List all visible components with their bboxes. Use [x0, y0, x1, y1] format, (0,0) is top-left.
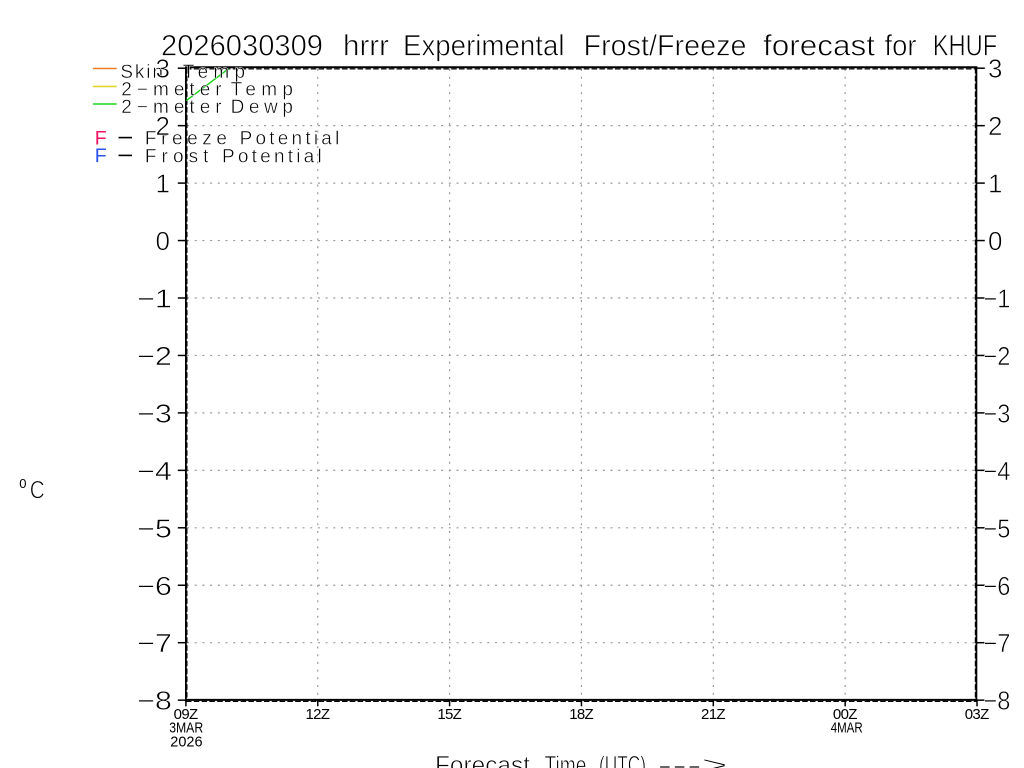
- svg-text:2026: 2026: [170, 733, 202, 750]
- svg-text:−8: −8: [137, 686, 172, 716]
- svg-text:Skin: Skin: [120, 62, 162, 83]
- svg-text:1: 1: [988, 169, 1002, 199]
- svg-text:−4: −4: [137, 456, 172, 486]
- svg-text:2026030309: 2026030309: [161, 30, 323, 63]
- svg-text:F: F: [95, 145, 107, 167]
- svg-text:21Z: 21Z: [701, 706, 726, 723]
- svg-text:−7: −7: [137, 628, 172, 658]
- svg-text:−3: −3: [137, 398, 172, 428]
- svg-text:C: C: [30, 477, 45, 505]
- svg-text:−5: −5: [137, 513, 172, 543]
- svg-text:−4: −4: [983, 456, 1010, 486]
- svg-text:forecast: forecast: [763, 30, 875, 63]
- svg-text:2: 2: [988, 111, 1002, 141]
- svg-text:00Z: 00Z: [833, 706, 858, 723]
- svg-text:0: 0: [988, 226, 1002, 256]
- svg-text:−2: −2: [137, 341, 172, 371]
- svg-text:3: 3: [988, 54, 1002, 84]
- svg-text:Experimental: Experimental: [403, 30, 565, 63]
- svg-text:hrrr: hrrr: [343, 30, 389, 63]
- svg-text:4MAR: 4MAR: [831, 720, 863, 737]
- svg-text:F: F: [95, 127, 107, 149]
- svg-text:3MAR: 3MAR: [169, 720, 203, 737]
- svg-text:15Z: 15Z: [437, 706, 462, 723]
- svg-text:18Z: 18Z: [569, 706, 594, 723]
- svg-text:Frost/Freeze: Frost/Freeze: [584, 30, 747, 63]
- svg-text:03Z: 03Z: [965, 706, 990, 723]
- svg-text:1: 1: [156, 169, 170, 199]
- svg-text:for: for: [885, 30, 917, 63]
- svg-text:Frost: Frost: [145, 146, 209, 167]
- svg-text:−1: −1: [983, 284, 1010, 314]
- svg-text:−1: −1: [137, 284, 172, 314]
- svg-text:0: 0: [156, 226, 170, 256]
- svg-text:−6: −6: [983, 571, 1010, 601]
- svg-text:−8: −8: [983, 686, 1010, 716]
- svg-text:−5: −5: [983, 513, 1010, 543]
- svg-text:−3: −3: [983, 398, 1010, 428]
- svg-text:Time: Time: [545, 751, 587, 768]
- svg-text:KHUF: KHUF: [933, 30, 998, 63]
- svg-text:09Z: 09Z: [174, 706, 199, 723]
- svg-text:0: 0: [19, 476, 26, 491]
- svg-text:--->: --->: [658, 751, 728, 768]
- svg-text:Forecast: Forecast: [435, 751, 530, 768]
- svg-text:12Z: 12Z: [306, 706, 331, 723]
- svg-text:−7: −7: [983, 628, 1010, 658]
- svg-text:(UTC): (UTC): [599, 751, 646, 768]
- svg-text:−2: −2: [983, 341, 1010, 371]
- svg-text:2: 2: [156, 111, 170, 141]
- svg-text:3: 3: [156, 54, 170, 84]
- svg-text:−6: −6: [137, 571, 172, 601]
